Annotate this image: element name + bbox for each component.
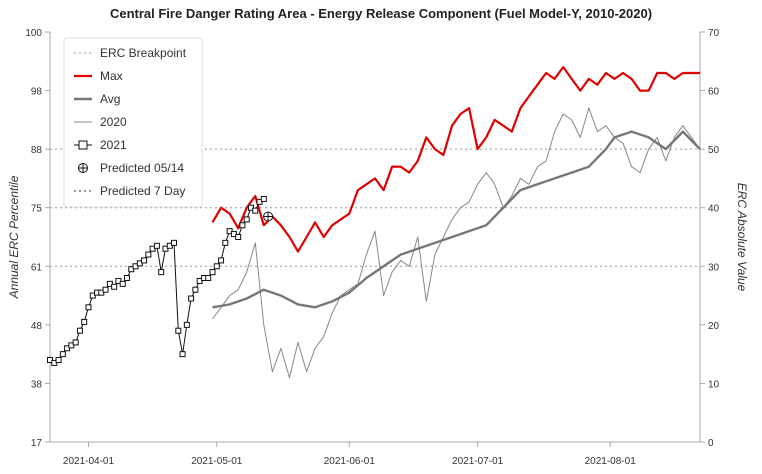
point-2021 (243, 216, 250, 223)
x-tick-label: 2021-08-01 (585, 456, 637, 467)
point-2021 (81, 318, 88, 325)
right-tick-label: 70 (708, 28, 720, 39)
right-tick-label: 20 (708, 321, 720, 332)
series-line-2020 (212, 107, 701, 379)
point-2021 (123, 275, 130, 281)
series-line-2021 (49, 198, 265, 364)
point-2021 (183, 321, 190, 328)
point-2021 (145, 251, 152, 258)
point-2021 (153, 242, 160, 249)
point-2021 (76, 327, 83, 334)
legend-label: Max (100, 69, 123, 83)
point-2021 (192, 286, 199, 293)
point-2021 (252, 207, 259, 214)
point-2021 (55, 357, 62, 363)
right-tick-label: 40 (708, 204, 720, 215)
legend: ERC Breakpoint Max Avg 2020 2021 Predicted 05… (63, 37, 203, 208)
chart-title: Central Fire Danger Rating Area - Energy… (110, 6, 652, 21)
legend-box (63, 37, 203, 208)
point-2021 (179, 351, 186, 358)
left-tick-label: 100 (25, 28, 42, 39)
point-2021 (239, 222, 246, 229)
point-2021 (235, 234, 242, 240)
point-2021 (171, 239, 178, 246)
point-2021 (209, 269, 216, 276)
series-line-avg (212, 130, 701, 309)
point-2021 (72, 339, 79, 346)
right-tick-label: 60 (708, 87, 720, 98)
point-2021 (119, 280, 126, 287)
left-tick-label: 88 (31, 145, 43, 156)
point-2021 (175, 327, 182, 334)
point-2021 (111, 283, 118, 290)
legend-label: Predicted 05/14 (100, 161, 184, 175)
x-tick-label: 2021-07-01 (452, 456, 504, 467)
point-2021 (260, 195, 267, 202)
right-axis-label: ERC Absolute Value (735, 183, 749, 292)
left-tick-label: 48 (31, 321, 43, 332)
point-2021 (205, 275, 212, 281)
right-tick-label: 10 (708, 379, 720, 390)
point-2021 (59, 351, 66, 358)
legend-marker-2021 (78, 140, 88, 150)
point-2021 (141, 257, 148, 264)
legend-label: Avg (100, 92, 120, 106)
axes: 706050403020100100988875614838172021-04-… (25, 28, 719, 467)
right-tick-label: 30 (708, 262, 720, 273)
point-2021 (218, 257, 225, 264)
point-2021 (158, 269, 165, 276)
left-axis-label: Annual ERC Percentile (7, 175, 21, 299)
left-tick-label: 17 (31, 438, 43, 449)
breakpoint-lines (50, 148, 700, 267)
point-2021 (85, 304, 92, 311)
series (47, 66, 701, 379)
series-line-max (211, 66, 700, 253)
right-tick-label: 0 (708, 438, 714, 449)
point-2021 (102, 286, 109, 293)
left-tick-label: 98 (31, 87, 43, 98)
point-2021 (188, 295, 195, 302)
x-tick-label: 2021-04-01 (63, 456, 115, 467)
point-2021 (222, 239, 229, 246)
legend-label: 2021 (100, 138, 127, 152)
legend-label: ERC Breakpoint (100, 46, 187, 60)
left-tick-label: 61 (31, 262, 43, 273)
x-tick-label: 2021-06-01 (324, 456, 376, 467)
left-tick-label: 75 (31, 204, 43, 215)
right-tick-label: 50 (708, 145, 720, 156)
legend-label: Predicted 7 Day (100, 184, 185, 198)
legend-label: 2020 (100, 115, 127, 129)
left-tick-label: 38 (31, 379, 43, 390)
x-tick-label: 2021-05-01 (191, 456, 243, 467)
point-2021 (213, 263, 220, 270)
